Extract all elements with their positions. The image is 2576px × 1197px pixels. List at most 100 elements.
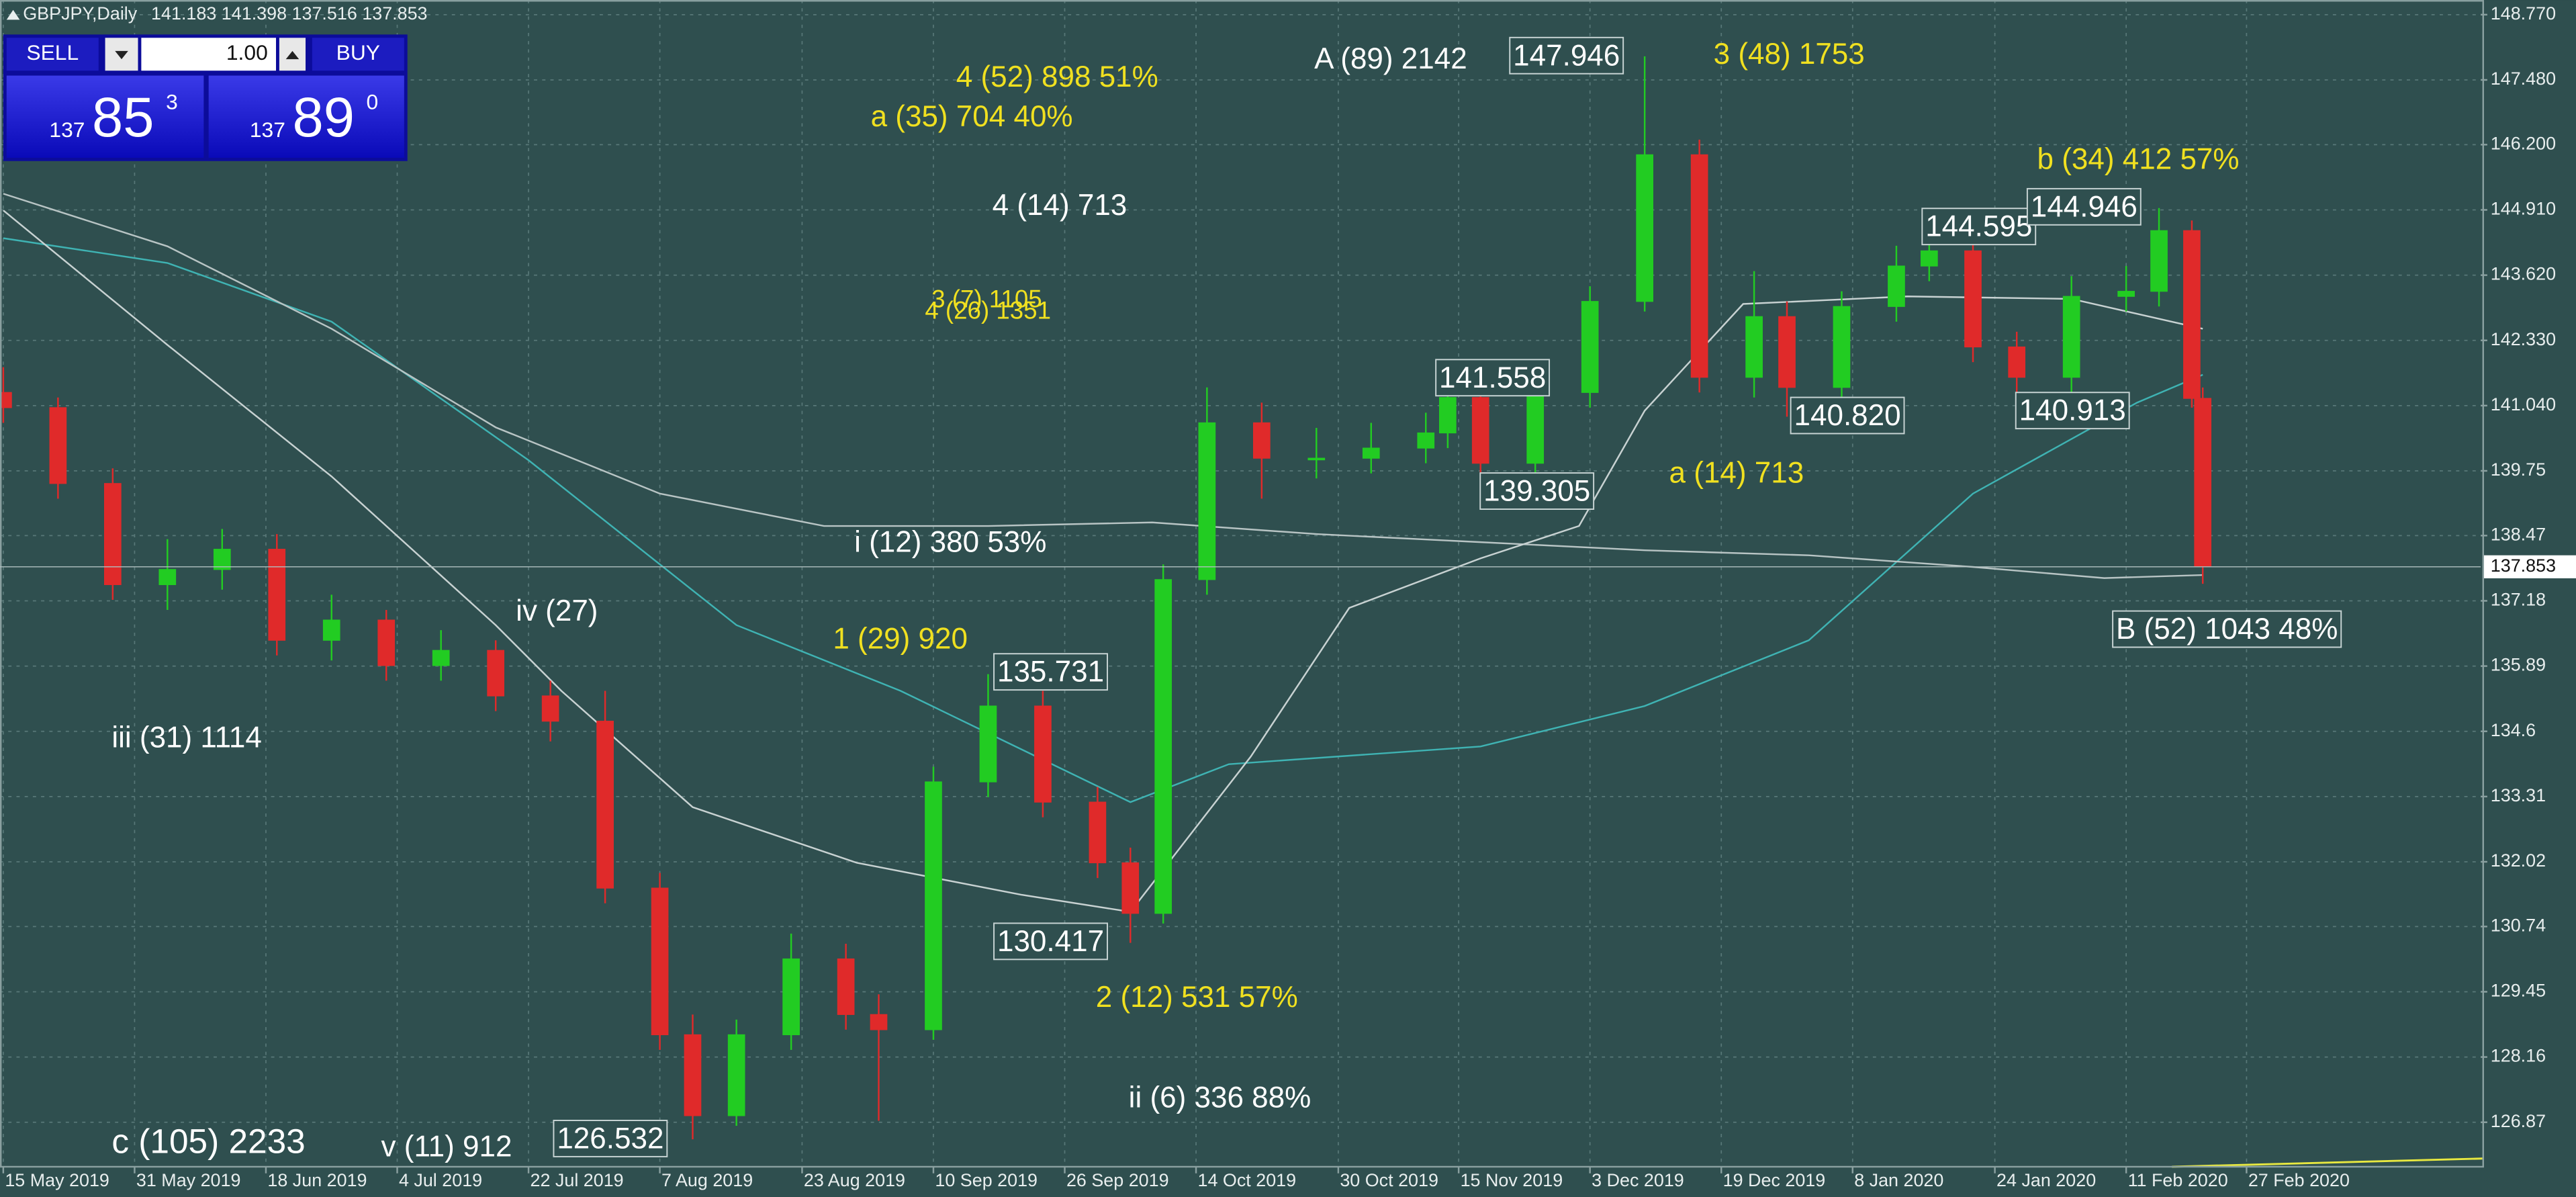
candle-body <box>1439 397 1457 434</box>
annotation-box <box>1921 208 2037 246</box>
annotation: 135.731 <box>997 656 1104 689</box>
x-tick-label: 15 May 2019 <box>5 1170 109 1190</box>
sell-price-box[interactable] <box>6 75 204 158</box>
x-tick-label: 4 Jul 2019 <box>399 1170 482 1190</box>
y-tick-label: 141.040 <box>2491 394 2556 414</box>
candle-body <box>782 958 800 1036</box>
y-tick-label: 130.74 <box>2491 915 2546 935</box>
annotation-box <box>993 653 1108 691</box>
candle-body <box>49 407 67 484</box>
candle-body <box>377 619 396 666</box>
collapse-arrow[interactable] <box>6 9 20 20</box>
annotation-box <box>1435 359 1551 397</box>
annotation: 3 (7) 1105 <box>931 285 1042 312</box>
candle-body <box>1417 432 1435 449</box>
candle-body <box>1034 705 1052 803</box>
x-tick-label: 22 Jul 2019 <box>531 1170 624 1190</box>
y-tick-label: 148.770 <box>2491 3 2556 24</box>
annotation-box <box>993 922 1108 961</box>
buy-button[interactable] <box>312 38 404 71</box>
candle-body <box>1471 397 1489 464</box>
x-tick-label: 7 Aug 2019 <box>661 1170 753 1190</box>
annotation-box <box>2026 187 2142 226</box>
annotation: iii (31) 1114 <box>111 721 261 754</box>
candle-body <box>925 781 942 1030</box>
buy-price-box[interactable] <box>208 75 404 158</box>
candle-body <box>837 958 855 1015</box>
x-tick-label: 19 Dec 2019 <box>1723 1170 1826 1190</box>
candle-body <box>1526 392 1545 464</box>
x-tick-label: 31 May 2019 <box>136 1170 241 1190</box>
moving-average <box>3 210 2203 913</box>
sell-button[interactable] <box>6 38 99 71</box>
candle-body <box>1252 422 1271 459</box>
y-tick-label: 128.16 <box>2491 1046 2546 1066</box>
y-tick-label: 129.45 <box>2491 981 2546 1001</box>
annotation: 147.946 <box>1513 39 1620 72</box>
annotation: 126.532 <box>557 1122 663 1155</box>
lot-input[interactable] <box>141 38 276 71</box>
candles <box>0 56 2212 1140</box>
candle-body <box>1636 154 1654 302</box>
y-tick-label: 139.75 <box>2491 459 2546 480</box>
candle-body <box>1690 154 1708 378</box>
x-tick-label: 24 Jan 2020 <box>1996 1170 2096 1190</box>
buy-price-pips: 89 <box>292 86 355 148</box>
x-tick-label: 30 Oct 2019 <box>1340 1170 1438 1190</box>
candle-body <box>2008 346 2026 378</box>
candle-body <box>1745 316 1763 378</box>
annotation: b (34) 412 57% <box>2037 142 2240 175</box>
candle-body <box>2062 296 2080 378</box>
candle-body <box>979 705 997 783</box>
annotation-box <box>1790 396 1905 435</box>
header-symbol: GBPJPY,Daily <box>23 3 138 24</box>
candle-body <box>2194 398 2212 568</box>
candle-body <box>1778 316 1796 388</box>
header-prices: 141.183 141.398 137.516 137.853 <box>151 3 427 24</box>
sell-label[interactable]: SELL <box>26 40 79 64</box>
annotation: 140.913 <box>2019 394 2126 427</box>
y-tick-label: 138.47 <box>2491 524 2546 544</box>
annotation-box <box>553 1120 668 1157</box>
candle-body <box>1920 250 1938 267</box>
candle-body <box>158 569 177 585</box>
indicator-line <box>2172 1157 2483 1168</box>
candle-body <box>432 650 450 666</box>
current-price-tag <box>2484 555 2576 578</box>
sell-price-pips: 85 <box>92 86 154 148</box>
x-tick-label: 10 Sep 2019 <box>935 1170 1038 1190</box>
sell-price-big-figure: 137 <box>49 118 85 142</box>
annotation: 4 (14) 713 <box>993 189 1128 222</box>
candle-body <box>1362 447 1380 459</box>
buy-label[interactable]: BUY <box>336 40 380 64</box>
annotation: a (14) 713 <box>1669 457 1804 490</box>
annotation: 140.820 <box>1794 399 1901 432</box>
annotation: 130.417 <box>997 925 1104 958</box>
y-tick-label: 137.18 <box>2491 590 2546 610</box>
x-tick-label: 8 Jan 2020 <box>1854 1170 1943 1190</box>
candle-body <box>1198 422 1216 580</box>
candle-body <box>1833 306 1851 388</box>
y-tick-label: 135.89 <box>2491 655 2546 675</box>
x-tick-label: 11 Feb 2020 <box>2128 1170 2228 1190</box>
annotation: v (11) 912 <box>381 1130 512 1163</box>
moving-average <box>3 237 2203 803</box>
candle-body <box>1307 457 1326 461</box>
y-tick-label: 134.6 <box>2491 720 2536 740</box>
annotation: 141.558 <box>1439 361 1546 394</box>
candle-body <box>1121 862 1140 914</box>
buy-price-big-figure: 137 <box>250 118 285 142</box>
candle-body <box>870 1014 888 1030</box>
annotation: c (105) 2233 <box>111 1121 305 1160</box>
lot-up-arrow <box>285 50 300 60</box>
candle-body <box>684 1034 702 1116</box>
candle-body <box>1888 265 1905 307</box>
annotation: B (52) 1043 48% <box>2116 613 2338 646</box>
candle-body <box>1581 301 1599 393</box>
candle-body <box>487 650 505 697</box>
y-tick-label: 146.200 <box>2491 133 2556 153</box>
annotation: 4 (52) 898 51% <box>956 60 1158 93</box>
candle-body <box>103 483 122 585</box>
